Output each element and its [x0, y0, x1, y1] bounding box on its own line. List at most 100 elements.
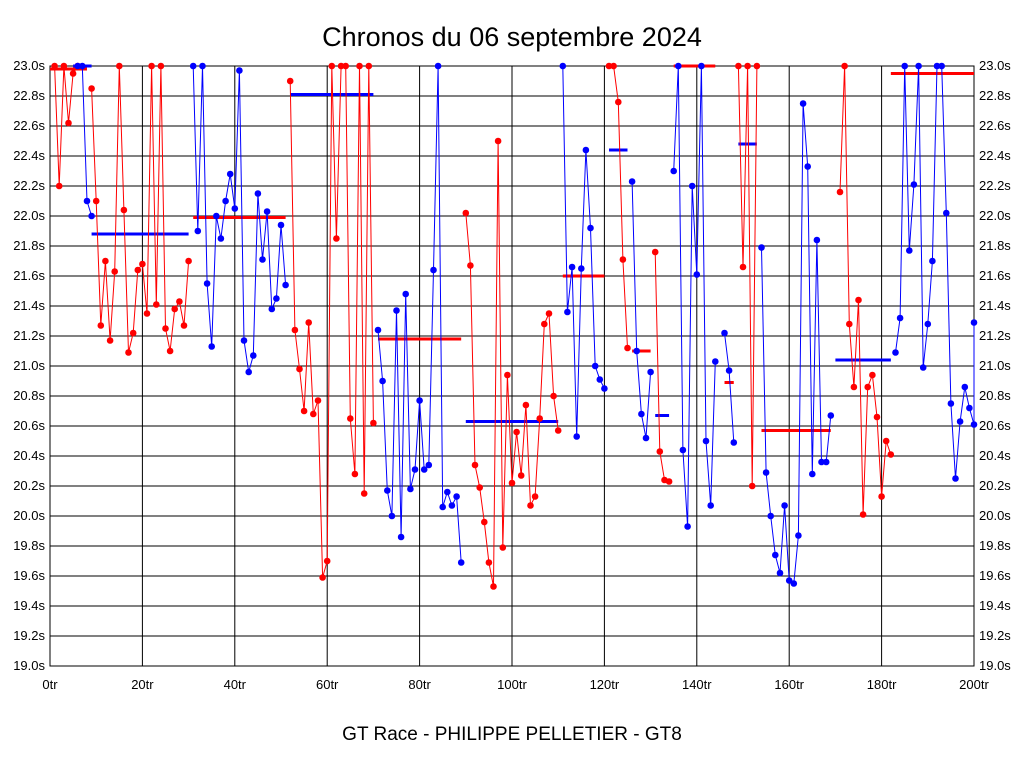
- x-tick-label: 180tr: [867, 677, 897, 692]
- blue-data-point: [591, 362, 599, 370]
- blue-data-point: [795, 532, 802, 539]
- blue-series-line: [631, 181, 652, 439]
- red-data-point: [494, 137, 502, 145]
- blue-data-point: [434, 62, 442, 70]
- blue-data-point: [448, 502, 456, 509]
- red-data-point: [337, 62, 345, 70]
- blue-data-point: [712, 358, 719, 365]
- blue-data-point: [961, 383, 969, 391]
- red-data-point: [323, 557, 331, 565]
- blue-data-point: [559, 62, 567, 70]
- red-data-point: [162, 325, 169, 332]
- red-data-point: [656, 448, 664, 455]
- red-data-point: [536, 415, 543, 422]
- y-tick-label: 20.4s: [13, 448, 45, 463]
- blue-data-point: [642, 434, 650, 442]
- red-data-point: [60, 62, 68, 70]
- red-data-point: [139, 260, 146, 268]
- red-data-point: [69, 70, 77, 77]
- blue-data-point: [208, 343, 215, 350]
- y-tick-label: 21.8s: [13, 238, 45, 253]
- blue-data-point: [226, 170, 234, 178]
- blue-data-point: [194, 227, 202, 235]
- blue-series-line: [562, 65, 605, 437]
- blue-data-point: [564, 308, 571, 316]
- blue-data-point: [684, 523, 691, 530]
- blue-data-point: [670, 167, 677, 175]
- y-tick-label: 20.0s: [979, 508, 1011, 523]
- blue-data-point: [924, 320, 932, 328]
- red-data-point: [744, 62, 751, 70]
- blue-data-point: [573, 433, 580, 440]
- y-tick-label: 19.8s: [979, 538, 1011, 553]
- y-tick-label: 19.6s: [13, 568, 45, 583]
- red-data-point: [102, 257, 109, 265]
- y-tick-label: 19.8s: [13, 538, 45, 553]
- y-tick-label: 20.2s: [979, 478, 1011, 493]
- red-data-point: [873, 413, 881, 421]
- blue-series-line: [673, 65, 716, 527]
- red-data-point: [499, 544, 507, 551]
- blue-data-point: [217, 235, 225, 242]
- red-data-point: [605, 62, 613, 70]
- blue-data-point: [282, 281, 289, 289]
- y-tick-label: 19.2s: [13, 628, 45, 643]
- blue-data-point: [638, 410, 645, 418]
- y-tick-label: 20.4s: [979, 448, 1011, 463]
- y-tick-label: 21.6s: [979, 268, 1011, 283]
- y-tick-label: 20.2s: [13, 478, 45, 493]
- x-tick-label: 200tr: [959, 677, 989, 692]
- red-data-point: [531, 493, 539, 500]
- red-series-line: [289, 65, 374, 578]
- x-tick-label: 20tr: [131, 677, 154, 692]
- blue-data-point: [628, 178, 636, 185]
- red-data-point: [841, 62, 848, 70]
- red-data-point: [370, 419, 377, 427]
- blue-data-point: [675, 62, 682, 70]
- y-tick-label: 23.0s: [13, 58, 45, 73]
- blue-data-point: [263, 208, 271, 215]
- y-tick-label: 20.8s: [13, 388, 45, 403]
- red-data-point: [347, 415, 354, 422]
- red-data-point: [610, 62, 617, 70]
- blue-data-point: [397, 533, 405, 541]
- x-tick-label: 40tr: [224, 677, 247, 692]
- red-data-point: [176, 298, 183, 305]
- blue-data-point: [259, 256, 266, 263]
- blue-data-point: [952, 475, 959, 482]
- red-data-point: [504, 371, 511, 379]
- red-data-point: [850, 383, 858, 391]
- red-data-point: [125, 349, 132, 356]
- blue-data-point: [388, 512, 396, 520]
- red-data-point: [878, 493, 885, 500]
- y-tick-label: 21.0s: [13, 358, 45, 373]
- blue-data-point: [587, 224, 594, 232]
- red-data-point: [651, 248, 659, 256]
- blue-data-point: [790, 580, 798, 587]
- blue-data-point: [947, 400, 955, 407]
- red-series-line: [91, 65, 190, 353]
- y-tick-label: 22.4s: [13, 148, 45, 163]
- y-tick-label: 22.0s: [13, 208, 45, 223]
- blue-data-point: [901, 62, 908, 70]
- red-data-point: [471, 461, 479, 469]
- blue-data-point: [919, 364, 927, 371]
- x-tick-label: 60tr: [316, 677, 339, 692]
- blue-data-point: [268, 305, 276, 313]
- blue-data-point: [933, 62, 941, 70]
- series-lines: [54, 65, 975, 587]
- blue-data-point: [688, 182, 696, 190]
- red-data-point: [296, 365, 303, 373]
- red-data-point: [490, 583, 497, 590]
- y-tick-label: 22.8s: [13, 88, 45, 103]
- y-tick-label: 20.6s: [13, 418, 45, 433]
- red-data-point: [300, 407, 308, 415]
- red-data-point: [143, 310, 151, 317]
- blue-data-point: [781, 502, 788, 509]
- red-data-point: [550, 392, 557, 400]
- red-data-point: [97, 322, 105, 329]
- blue-data-point: [915, 62, 922, 70]
- blue-data-point: [411, 466, 419, 473]
- red-data-point: [360, 490, 368, 497]
- blue-data-point: [776, 569, 784, 577]
